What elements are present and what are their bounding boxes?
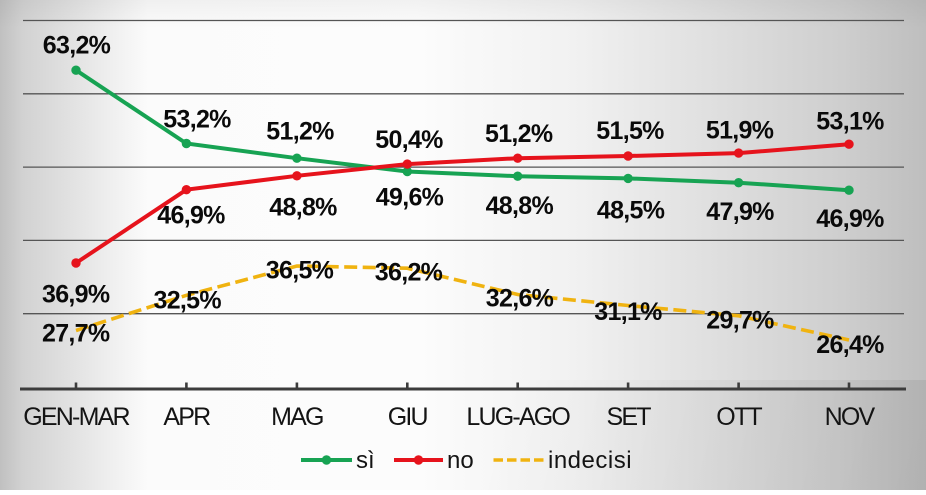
svg-text:26,4%: 26,4% <box>816 331 884 359</box>
svg-text:GEN-MAR: GEN-MAR <box>23 403 129 431</box>
svg-text:51,9%: 51,9% <box>706 117 774 145</box>
svg-text:47,9%: 47,9% <box>706 198 774 226</box>
svg-text:48,5%: 48,5% <box>597 197 665 225</box>
svg-text:29,7%: 29,7% <box>706 307 774 335</box>
svg-text:36,2%: 36,2% <box>375 259 443 287</box>
svg-text:GIU: GIU <box>388 403 428 431</box>
svg-text:46,9%: 46,9% <box>157 202 225 230</box>
svg-text:46,9%: 46,9% <box>816 205 884 233</box>
svg-text:50,4%: 50,4% <box>375 126 443 154</box>
svg-text:51,2%: 51,2% <box>485 120 553 148</box>
svg-text:36,5%: 36,5% <box>266 257 334 285</box>
svg-text:63,2%: 63,2% <box>43 32 111 60</box>
svg-text:NOV: NOV <box>825 403 876 431</box>
svg-text:31,1%: 31,1% <box>594 298 662 326</box>
svg-text:SET: SET <box>606 403 651 431</box>
svg-text:no: no <box>447 447 474 474</box>
svg-text:53,2%: 53,2% <box>163 106 231 134</box>
svg-text:APR: APR <box>163 403 210 431</box>
svg-text:51,2%: 51,2% <box>266 118 334 146</box>
svg-text:49,6%: 49,6% <box>376 184 444 212</box>
svg-text:sì: sì <box>356 447 375 474</box>
svg-text:OTT: OTT <box>716 403 762 431</box>
svg-text:32,6%: 32,6% <box>486 285 554 313</box>
svg-text:48,8%: 48,8% <box>269 194 337 222</box>
svg-text:indecisi: indecisi <box>548 447 632 474</box>
svg-text:48,8%: 48,8% <box>486 192 554 220</box>
svg-text:32,5%: 32,5% <box>154 287 222 315</box>
svg-text:53,1%: 53,1% <box>816 108 884 136</box>
svg-text:36,9%: 36,9% <box>42 281 110 309</box>
svg-text:MAG: MAG <box>271 403 323 431</box>
svg-text:51,5%: 51,5% <box>596 117 664 145</box>
svg-text:LUG-AGO: LUG-AGO <box>466 403 570 431</box>
svg-text:27,7%: 27,7% <box>42 320 110 348</box>
